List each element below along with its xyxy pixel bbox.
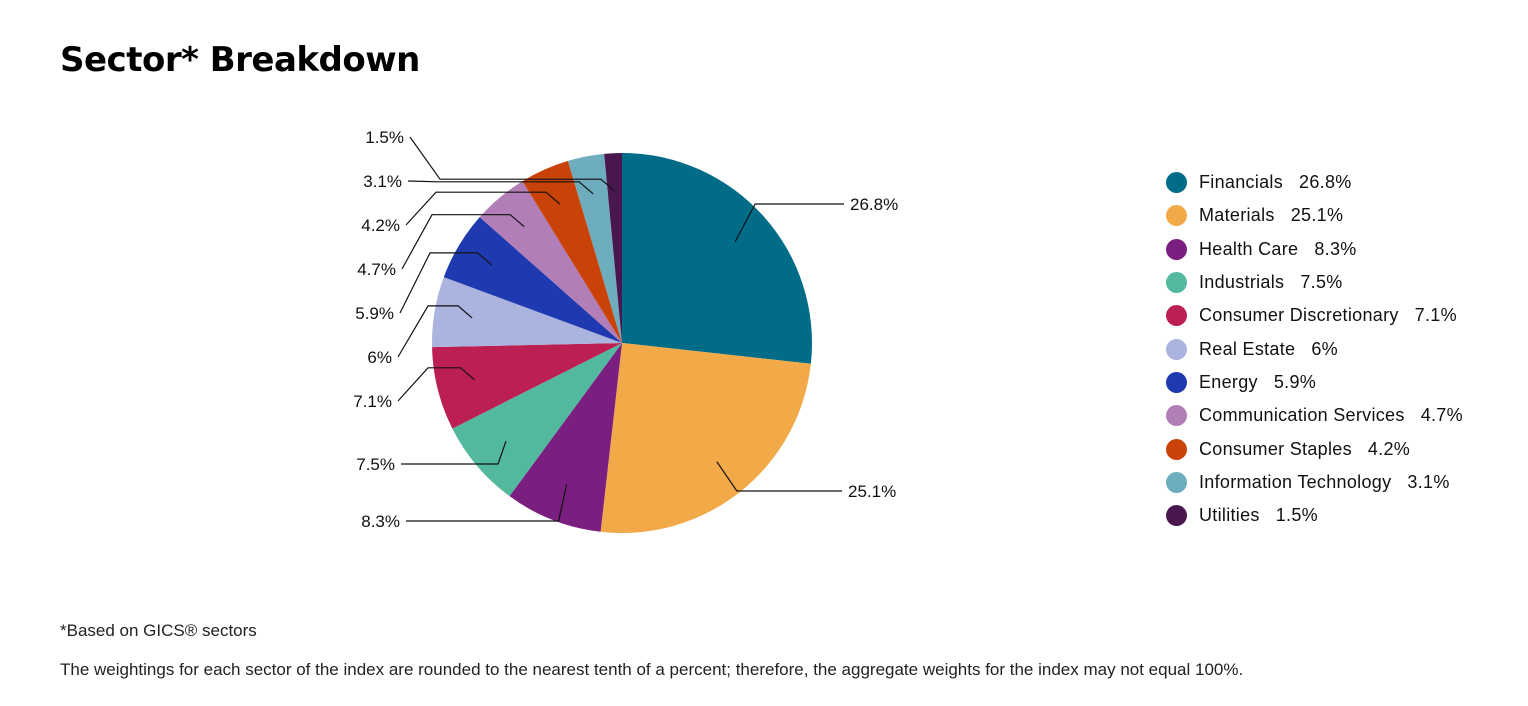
leader-line-health-care — [406, 484, 568, 522]
data-label-communication-services: 4.7% — [357, 260, 396, 279]
legend-value: 7.1% — [1414, 305, 1457, 326]
legend-swatch-utilities — [1166, 505, 1187, 527]
legend-item-consumer-discretionary: Consumer Discretionary 7.1% — [1166, 299, 1463, 332]
legend-swatch-materials — [1166, 205, 1187, 227]
legend-item-energy: Energy 5.9% — [1166, 366, 1463, 399]
pie-slice-consumer-discretionary — [432, 343, 622, 429]
pie-slice-industrials — [452, 343, 622, 497]
legend-item-information-technology: Information Technology 3.1% — [1166, 466, 1463, 499]
data-label-health-care: 8.3% — [361, 512, 400, 531]
pie-slice-financials — [622, 153, 813, 364]
legend-label: Real Estate — [1199, 338, 1296, 359]
disclaimer: The weightings for each sector of the in… — [60, 660, 1244, 679]
data-label-information-technology: 3.1% — [363, 172, 402, 191]
chart-legend: Financials 26.8% Materials 25.1% Health Care… — [1166, 166, 1463, 532]
legend-label: Utilities — [1199, 505, 1260, 526]
legend-swatch-consumer-staples — [1166, 438, 1187, 460]
legend-item-communication-services: Communication Services 4.7% — [1166, 399, 1463, 432]
leader-line-materials — [716, 461, 842, 492]
legend-item-utilities: Utilities 1.5% — [1166, 499, 1463, 532]
legend-label: Health Care — [1199, 238, 1299, 259]
legend-item-consumer-staples: Consumer Staples 4.2% — [1166, 432, 1463, 465]
pie-slice-health-care — [509, 343, 622, 532]
legend-value: 7.5% — [1300, 272, 1343, 293]
leader-line-communication-services — [401, 214, 525, 270]
legend-value: 1.5% — [1275, 505, 1318, 526]
legend-value: 3.1% — [1407, 471, 1450, 492]
leader-line-utilities — [409, 136, 616, 192]
legend-swatch-financials — [1166, 172, 1187, 194]
leader-line-energy — [399, 252, 492, 314]
leader-line-consumer-discretionary — [397, 367, 475, 402]
pie-slice-consumer-staples — [522, 160, 622, 343]
legend-value: 5.9% — [1273, 371, 1317, 392]
data-label-consumer-staples: 4.2% — [361, 216, 400, 235]
legend-value: 6% — [1311, 338, 1338, 359]
legend-value: 4.7% — [1420, 405, 1463, 426]
page-title: Sector* Breakdown — [60, 40, 420, 80]
legend-label: Industrials — [1199, 272, 1285, 293]
leader-line-information-technology — [407, 180, 594, 195]
legend-label: Consumer Discretionary — [1199, 305, 1399, 326]
legend-label: Financials — [1199, 172, 1284, 193]
legend-item-industrials: Industrials 7.5% — [1166, 266, 1463, 299]
pie-slice-communication-services — [479, 181, 622, 343]
legend-swatch-industrials — [1166, 272, 1187, 294]
data-label-consumer-discretionary: 7.1% — [353, 392, 392, 411]
data-label-real-estate: 6% — [367, 348, 392, 367]
legend-swatch-communication-services — [1166, 405, 1187, 427]
data-label-industrials: 7.5% — [356, 455, 395, 474]
legend-value: 25.1% — [1290, 205, 1344, 226]
legend-label: Materials — [1199, 205, 1275, 226]
pie-slice-utilities — [604, 153, 622, 343]
legend-label: Communication Services — [1199, 405, 1405, 426]
legend-item-materials: Materials 25.1% — [1166, 199, 1463, 232]
leader-line-industrials — [401, 441, 507, 465]
legend-swatch-energy — [1166, 371, 1187, 393]
legend-label: Consumer Staples — [1199, 438, 1352, 459]
leader-line-real-estate — [397, 305, 473, 358]
leader-line-financials — [734, 203, 844, 242]
leader-line-consumer-staples — [405, 191, 561, 226]
pie-slice-real-estate — [432, 277, 622, 348]
data-label-energy: 5.9% — [355, 304, 394, 323]
legend-value: 4.2% — [1367, 438, 1411, 459]
data-label-utilities: 1.5% — [365, 128, 404, 147]
data-label-financials: 26.8% — [850, 195, 898, 214]
legend-value: 26.8% — [1299, 172, 1352, 193]
legend-item-real-estate: Real Estate 6% — [1166, 332, 1463, 365]
legend-label: Information Technology — [1199, 471, 1392, 492]
legend-swatch-information-technology — [1166, 471, 1187, 493]
pie-slice-materials — [600, 343, 811, 533]
footnote: *Based on GICS® sectors — [60, 621, 257, 640]
legend-swatch-health-care — [1166, 238, 1187, 260]
pie-slice-information-technology — [567, 153, 622, 343]
pie-slice-energy — [443, 217, 622, 343]
legend-item-financials: Financials 26.8% — [1166, 166, 1463, 199]
data-label-materials: 25.1% — [848, 482, 896, 501]
legend-swatch-consumer-discretionary — [1166, 305, 1187, 327]
legend-swatch-real-estate — [1166, 338, 1187, 360]
legend-value: 8.3% — [1314, 238, 1357, 259]
legend-label: Energy — [1199, 371, 1258, 392]
legend-item-health-care: Health Care 8.3% — [1166, 233, 1463, 266]
